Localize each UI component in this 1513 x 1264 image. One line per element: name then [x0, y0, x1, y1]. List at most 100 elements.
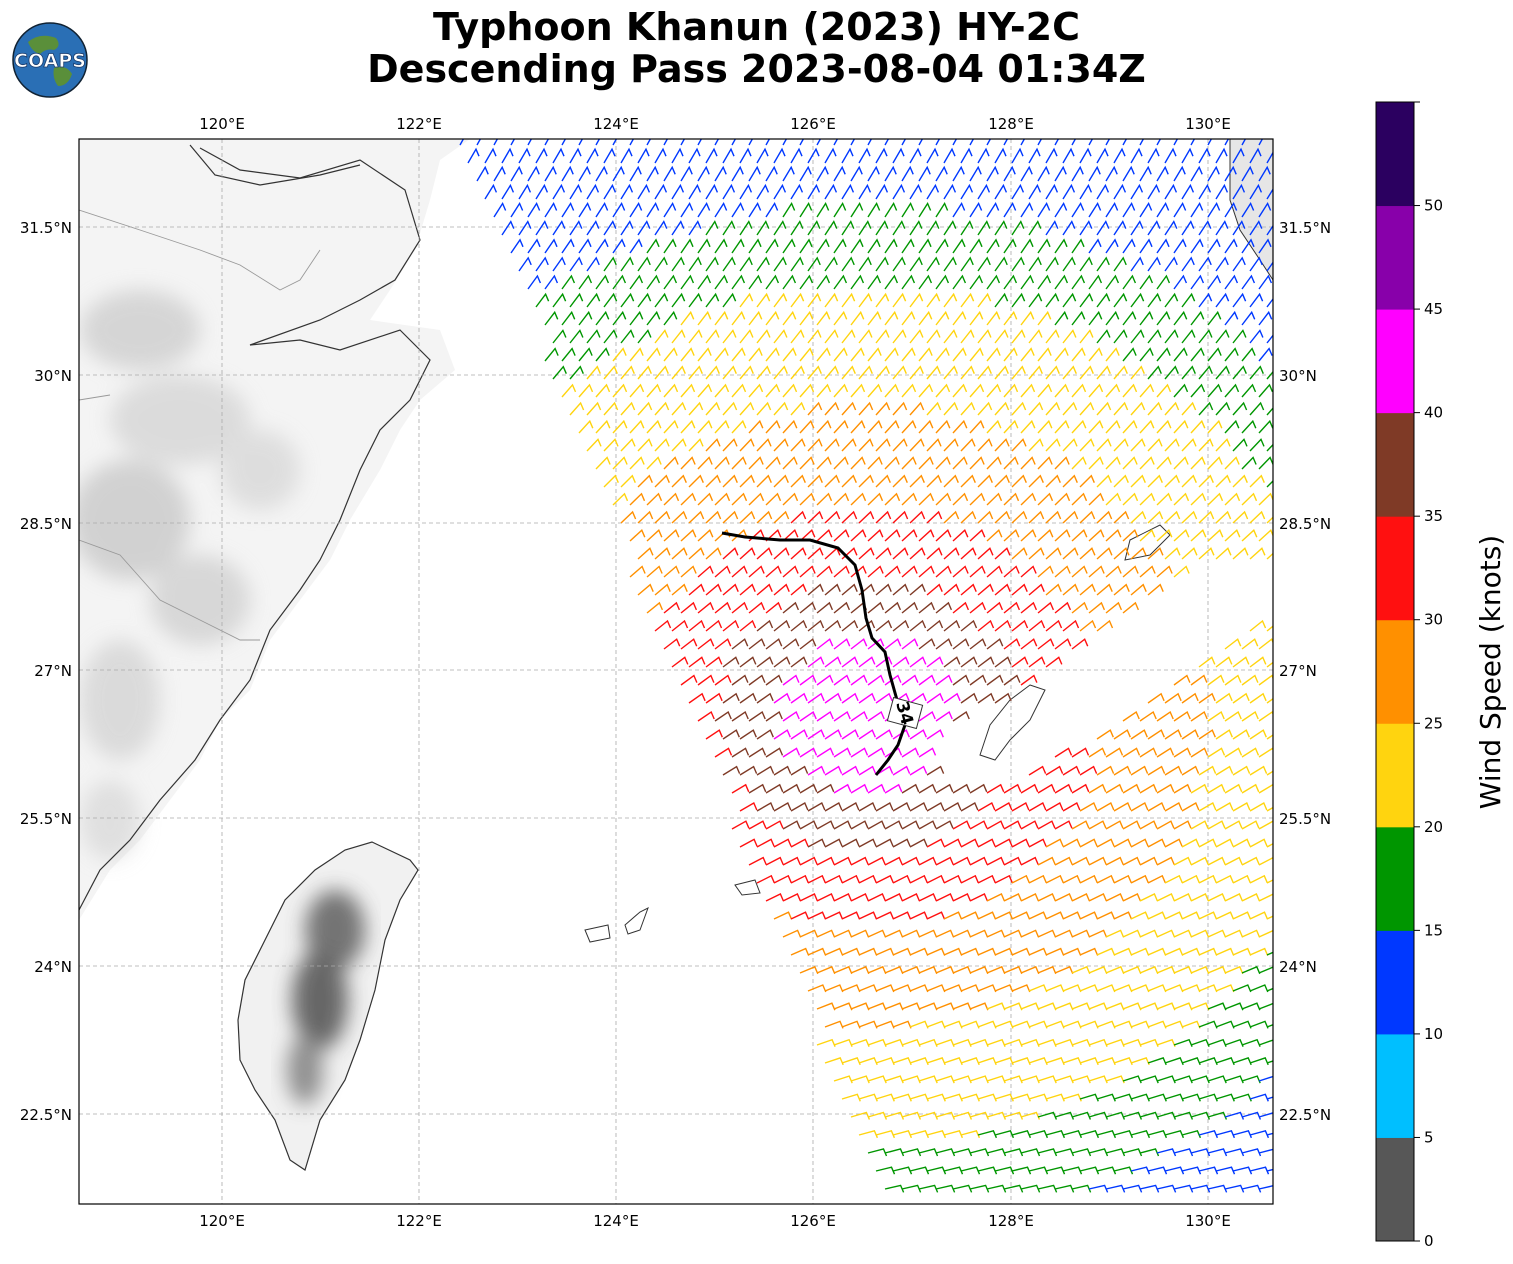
wind-barb: [926, 765, 945, 776]
wind-barb: [1003, 529, 1020, 542]
wind-barb: [841, 474, 857, 488]
wind-barb: [892, 619, 910, 632]
wind-barb: [1011, 220, 1025, 236]
lat-tick-label-left: 27°N: [34, 662, 72, 680]
wind-barb: [1122, 601, 1140, 614]
wind-barb: [1215, 220, 1229, 236]
wind-barb: [935, 565, 952, 578]
wind-barb: [782, 419, 798, 434]
wind-barb: [952, 139, 958, 146]
wind-barb: [782, 139, 788, 146]
wind-barb: [1156, 492, 1173, 506]
wind-barb: [969, 238, 983, 254]
wind-barb: [875, 1093, 895, 1102]
wind-barb: [1207, 929, 1227, 938]
wind-barb: [1156, 347, 1171, 362]
wind-barb: [1215, 947, 1235, 956]
wind-barb: [858, 911, 878, 920]
wind-barb: [807, 911, 827, 920]
wind-barb: [1062, 256, 1076, 272]
wind-barb: [1054, 638, 1072, 650]
wind-barb: [1079, 438, 1095, 452]
wind-barb: [1088, 820, 1107, 830]
wind-barb: [1105, 820, 1124, 830]
wind-barb: [909, 1129, 930, 1139]
wind-barb: [799, 383, 815, 398]
wind-barb: [1241, 1075, 1261, 1084]
wind-barb: [1224, 383, 1240, 398]
wind-barb: [654, 256, 668, 272]
wind-barb: [1003, 565, 1020, 578]
wind-barb: [824, 547, 841, 560]
wind-barb: [714, 310, 729, 326]
wind-barb: [1054, 139, 1060, 146]
wind-barb: [850, 1075, 870, 1084]
wind-barb: [1037, 1002, 1057, 1011]
wind-barb: [569, 329, 584, 344]
wind-barb: [1105, 965, 1125, 975]
wind-barb: [1232, 729, 1250, 740]
wind-barb: [1139, 1148, 1160, 1157]
wind-barb: [994, 1093, 1014, 1102]
wind-barb: [654, 147, 667, 164]
wind-barb: [1088, 347, 1103, 362]
wind-barb: [790, 801, 809, 812]
wind-barb: [1088, 1038, 1108, 1047]
wind-barb: [1105, 783, 1124, 794]
wind-barb: [960, 183, 974, 200]
wind-barb: [1079, 474, 1095, 488]
wind-barb: [1232, 183, 1246, 200]
wind-barb: [637, 510, 654, 524]
wind-barb: [731, 492, 748, 506]
wind-barb: [1071, 1002, 1091, 1011]
wind-barb: [739, 656, 757, 668]
wind-barb: [535, 220, 549, 236]
wind-barb: [1224, 419, 1240, 434]
wind-barb: [1037, 1075, 1057, 1084]
wind-barb: [765, 638, 783, 650]
wind-barb: [1241, 820, 1260, 830]
wind-barb: [629, 383, 645, 398]
wind-barb: [1173, 710, 1191, 722]
wind-barb: [705, 547, 722, 560]
wind-barb: [986, 674, 1004, 686]
wind-barb: [646, 347, 661, 362]
wind-barb: [841, 292, 856, 308]
colorbar-tick-label: 50: [1424, 197, 1443, 215]
wind-barb: [1139, 1184, 1160, 1193]
wind-barb: [1139, 1111, 1160, 1120]
wind-barb: [1266, 1132, 1273, 1136]
wind-barb: [1164, 838, 1183, 848]
wind-barb: [1164, 947, 1184, 956]
wind-barb: [1147, 874, 1166, 884]
wind-barb: [1003, 1075, 1023, 1084]
wind-barb: [1241, 638, 1259, 650]
wind-barb: [756, 401, 772, 416]
colorbar-tick-label: 25: [1424, 714, 1443, 732]
wind-barb: [969, 820, 988, 830]
wind-barb: [1096, 583, 1113, 596]
wind-barb: [1147, 1129, 1168, 1139]
wind-barb: [1122, 310, 1137, 326]
wind-barb: [1037, 856, 1056, 866]
wind-barb: [892, 220, 906, 236]
wind-barb: [1037, 238, 1051, 254]
wind-barb: [756, 656, 774, 668]
wind-barb: [748, 347, 763, 362]
wind-barb: [1054, 856, 1073, 866]
wind-barb: [1224, 1002, 1244, 1011]
wind-barb: [722, 365, 737, 380]
wind-barb: [782, 492, 799, 506]
wind-barb: [756, 838, 775, 848]
wind-barb: [884, 347, 899, 362]
wind-barb: [867, 638, 885, 650]
wind-barb: [629, 139, 635, 146]
wind-barb: [850, 565, 867, 578]
wind-barb: [705, 365, 720, 380]
wind-barb: [875, 729, 893, 740]
wind-barb: [1122, 274, 1137, 290]
wind-barb: [986, 856, 1005, 866]
wind-barb: [1249, 765, 1268, 776]
wind-barb: [994, 656, 1012, 668]
wind-barb: [748, 492, 765, 506]
